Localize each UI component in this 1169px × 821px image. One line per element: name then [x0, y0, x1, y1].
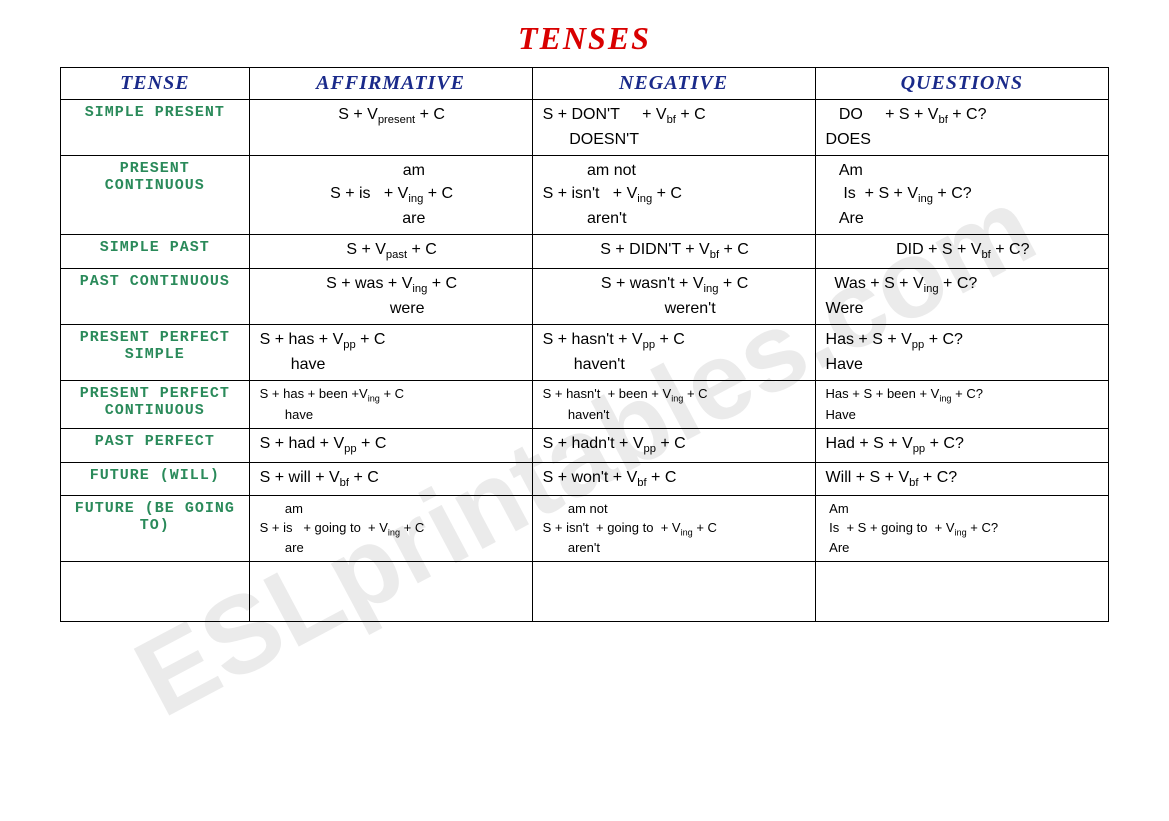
table-row: PAST PERFECTS + had + Vpp + CS + hadn't …	[61, 428, 1109, 462]
affirmative-cell: S + has + been +Ving + C have	[249, 381, 532, 429]
affirmative-cell: S + will + Vbf + C	[249, 462, 532, 496]
negative-cell: S + DIDN'T + Vbf + C	[532, 234, 815, 268]
tense-name: PRESENT PERFECT CONTINUOUS	[61, 381, 250, 429]
header-negative: NEGATIVE	[532, 68, 815, 100]
tense-name: PAST CONTINUOUS	[61, 268, 250, 324]
empty-cell	[249, 562, 532, 622]
tense-name: PAST PERFECT	[61, 428, 250, 462]
table-row: SIMPLE PASTS + Vpast + CS + DIDN'T + Vbf…	[61, 234, 1109, 268]
table-row: PRESENT CONTINUOUS amS + is + Ving + C a…	[61, 156, 1109, 235]
table-header-row: TENSE AFFIRMATIVE NEGATIVE QUESTIONS	[61, 68, 1109, 100]
tense-name: SIMPLE PRESENT	[61, 100, 250, 156]
tense-name: FUTURE (BE GOING TO)	[61, 496, 250, 562]
affirmative-cell: S + has + Vpp + C have	[249, 325, 532, 381]
affirmative-cell: S + had + Vpp + C	[249, 428, 532, 462]
questions-cell: Has + S + Vpp + C?Have	[815, 325, 1108, 381]
empty-cell	[815, 562, 1108, 622]
tense-name: FUTURE (WILL)	[61, 462, 250, 496]
empty-cell	[61, 562, 250, 622]
table-row: PRESENT PERFECT CONTINUOUSS + has + been…	[61, 381, 1109, 429]
negative-cell: am notS + isn't + going to + Ving + C ar…	[532, 496, 815, 562]
tense-name: PRESENT PERFECT SIMPLE	[61, 325, 250, 381]
header-questions: QUESTIONS	[815, 68, 1108, 100]
questions-cell: Will + S + Vbf + C?	[815, 462, 1108, 496]
affirmative-cell: S + Vpresent + C	[249, 100, 532, 156]
page-title: TENSES	[60, 20, 1109, 57]
questions-cell: Was + S + Ving + C?Were	[815, 268, 1108, 324]
questions-cell: Am Is + S + going to + Ving + C? Are	[815, 496, 1108, 562]
negative-cell: S + won't + Vbf + C	[532, 462, 815, 496]
negative-cell: S + hasn't + Vpp + C haven't	[532, 325, 815, 381]
questions-cell: Am Is + S + Ving + C? Are	[815, 156, 1108, 235]
table-row: FUTURE (BE GOING TO) amS + is + going to…	[61, 496, 1109, 562]
tense-name: PRESENT CONTINUOUS	[61, 156, 250, 235]
affirmative-cell: S + Vpast + C	[249, 234, 532, 268]
negative-cell: S + hadn't + Vpp + C	[532, 428, 815, 462]
affirmative-cell: amS + is + going to + Ving + C are	[249, 496, 532, 562]
table-row: SIMPLE PRESENTS + Vpresent + CS + DON'T …	[61, 100, 1109, 156]
empty-cell	[532, 562, 815, 622]
affirmative-cell: S + was + Ving + C were	[249, 268, 532, 324]
questions-cell: DO + S + Vbf + C?DOES	[815, 100, 1108, 156]
questions-cell: Had + S + Vpp + C?	[815, 428, 1108, 462]
header-tense: TENSE	[61, 68, 250, 100]
negative-cell: am notS + isn't + Ving + C aren't	[532, 156, 815, 235]
table-row: FUTURE (WILL)S + will + Vbf + CS + won't…	[61, 462, 1109, 496]
table-row: PAST CONTINUOUSS + was + Ving + C wereS …	[61, 268, 1109, 324]
negative-cell: S + DON'T + Vbf + C DOESN'T	[532, 100, 815, 156]
negative-cell: S + wasn't + Ving + C weren't	[532, 268, 815, 324]
affirmative-cell: amS + is + Ving + C are	[249, 156, 532, 235]
tense-name: SIMPLE PAST	[61, 234, 250, 268]
negative-cell: S + hasn't + been + Ving + C haven't	[532, 381, 815, 429]
questions-cell: Has + S + been + Ving + C?Have	[815, 381, 1108, 429]
table-row: PRESENT PERFECT SIMPLES + has + Vpp + C …	[61, 325, 1109, 381]
tenses-table: TENSE AFFIRMATIVE NEGATIVE QUESTIONS SIM…	[60, 67, 1109, 622]
header-affirmative: AFFIRMATIVE	[249, 68, 532, 100]
questions-cell: DID + S + Vbf + C?	[815, 234, 1108, 268]
table-row-empty	[61, 562, 1109, 622]
